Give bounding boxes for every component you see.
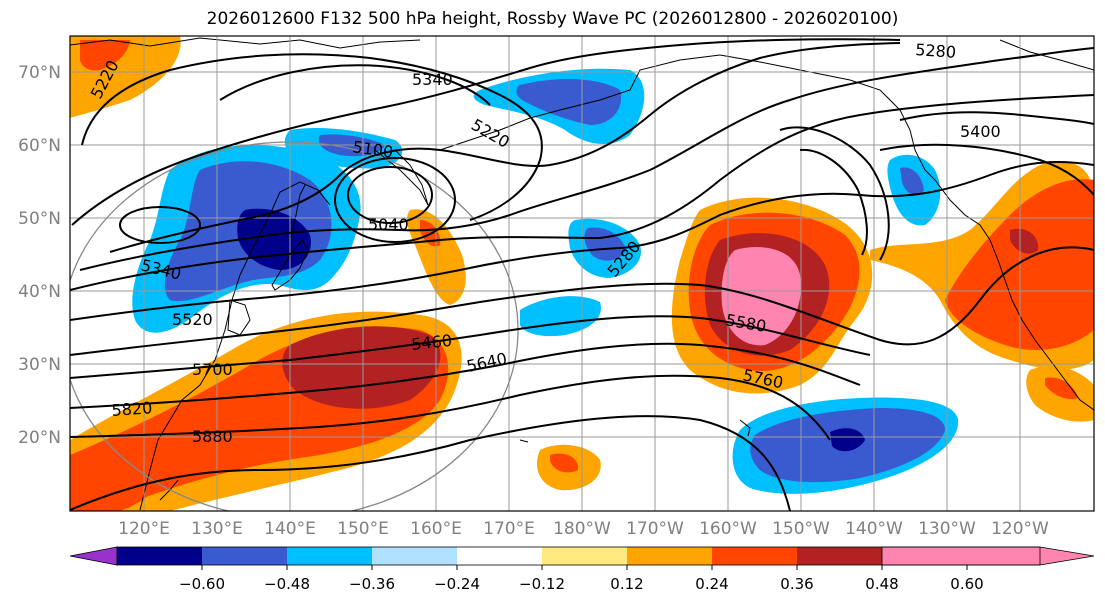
colorbar-tick-label: 0.12 [610,575,643,593]
lon-label: 160°W [699,519,757,539]
lat-label: 60°N [18,136,61,156]
lon-label: 160°E [410,519,462,539]
lon-label: 170°E [483,519,535,539]
colorbar-swatch [712,547,797,565]
colorbar-swatch [627,547,712,565]
lon-label: 140°E [264,519,316,539]
lon-label: 120°W [991,519,1049,539]
colorbar-swatch [372,547,457,565]
colorbar-swatch [457,547,542,565]
colorbar-swatch [117,547,202,565]
colorbar-tick-label: −0.24 [434,575,480,593]
lat-label: 50°N [18,209,61,229]
contour-label: 5880 [192,427,233,446]
colorbar-tick-label: 0.60 [950,575,983,593]
lon-label: 150°W [772,519,830,539]
contour-label: 5040 [368,215,409,234]
colorbar-swatch [287,547,372,565]
colorbar-extend-high [881,546,1095,566]
colorbar-swatch [542,547,627,565]
colorbar-tick-label: −0.48 [264,575,310,593]
lon-label: 130°W [918,519,976,539]
negative-anomaly-bering [473,68,645,145]
lon-label: 150°E [337,519,389,539]
colorbar-tick-label: 0.36 [780,575,813,593]
lat-label: 30°N [18,355,61,375]
colorbar-tick-label: 0.48 [865,575,898,593]
contour-label: 5400 [960,122,1001,141]
colorbar-tick-label: −0.12 [519,575,565,593]
lat-label: 70°N [18,63,61,83]
positive-anomaly-subtropics [70,444,601,511]
negative-anomaly-subtropical-pacific [732,397,959,494]
colorbar-tick-label: −0.60 [179,575,225,593]
lon-label: 120°E [118,519,170,539]
contour-label: 5700 [192,360,233,379]
map-title: 2026012600 F132 500 hPa height, Rossby W… [206,9,899,29]
colorbar-tick-label: 0.24 [695,575,728,593]
lon-label: 140°W [845,519,903,539]
colorbar-swatch [797,547,882,565]
height-contours [70,38,1094,511]
positive-anomaly-arctic-west [70,36,181,118]
colorbar: −0.60 −0.48 −0.36 −0.24 −0.12 0.12 0.24 … [69,546,1095,593]
contour-label: 5280 [915,40,957,62]
contour-label: 5340 [412,70,453,89]
lat-label: 20°N [18,428,61,448]
contour-label: 5460 [410,331,452,354]
map-frame [69,35,1095,512]
contour-label: 5820 [111,398,153,420]
lon-label: 170°W [626,519,684,539]
positive-anomaly-central-pacific [671,197,873,394]
lon-label: 130°E [191,519,243,539]
lon-label: 180°W [553,519,611,539]
lat-label: 40°N [18,282,61,302]
colorbar-extend-low [69,546,118,566]
colorbar-swatch [202,547,287,565]
contour-label: 5520 [172,310,213,329]
colorbar-tick-label: −0.36 [349,575,395,593]
